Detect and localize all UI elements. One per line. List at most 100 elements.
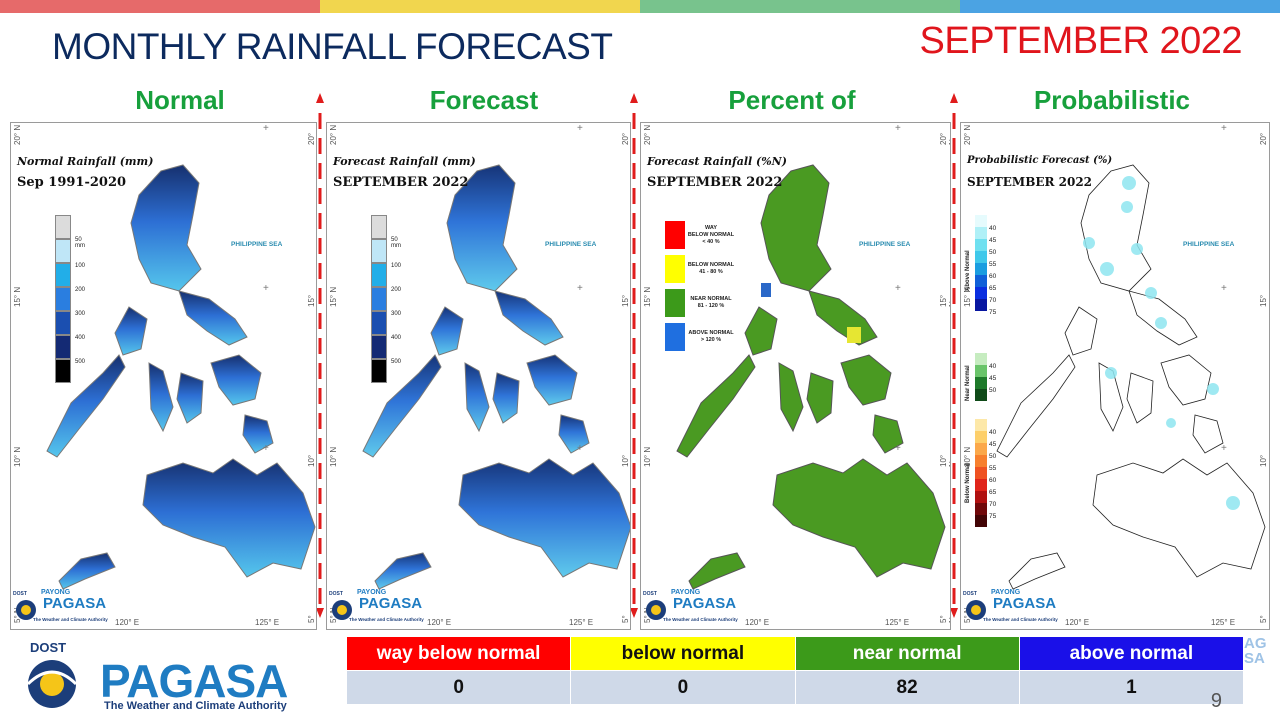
lat-label: 20° N	[329, 124, 338, 145]
above-normal-spot	[761, 283, 771, 297]
map-subtitle: SEPTEMBER 2022	[647, 175, 783, 190]
lon-label: 120° E	[1065, 618, 1090, 627]
lat-label: 15° N	[643, 286, 652, 307]
sea-label: PHILIPPINE SEA	[545, 241, 597, 248]
legend-swatch	[371, 263, 387, 287]
map-panel-probabilistic: Probabilistic Forecast (%) SEPTEMBER 202…	[960, 122, 1270, 630]
lat-label: 10° N	[13, 446, 22, 467]
legend-swatch	[55, 311, 71, 335]
map-subtitle: SEPTEMBER 2022	[967, 175, 1093, 189]
lat-label: 15° N	[307, 294, 316, 307]
page-number: 9	[1210, 690, 1222, 712]
panel-divider-3	[950, 93, 958, 618]
prob-legend-below: 40 45 50 55 60 65 70 75 Below Normal	[965, 419, 996, 527]
grid-cross-mark: +	[263, 123, 269, 134]
legend-label: 500	[75, 359, 86, 365]
lon-label: 125° E	[885, 618, 910, 627]
summary-header-below: below normal	[570, 636, 796, 671]
legend-swatch	[371, 359, 387, 383]
lat-label: 20° N	[939, 132, 950, 145]
pagasa-emblem-icon	[646, 600, 666, 620]
map-panel-normal-rainfall: Normal Rainfall (mm) Sep 1991-2020 PHILI…	[10, 122, 317, 630]
grid-cross-mark: +	[895, 283, 901, 294]
legend-swatch	[371, 239, 387, 263]
legend-label: 200	[75, 287, 86, 293]
lon-label: 125° E	[255, 618, 280, 627]
legend-label: 100	[75, 263, 86, 269]
lat-label: 20° N	[307, 132, 316, 145]
grid-cross-mark: +	[263, 283, 269, 294]
percent-normal-legend: WAY BELOW NORMAL < 40 % BELOW NORMAL 41 …	[665, 221, 737, 357]
lat-label: 15° N	[329, 286, 338, 307]
legend-label: 300	[75, 311, 86, 317]
lat-label: 5° N	[939, 615, 950, 623]
top-bar-green	[640, 0, 960, 13]
lat-label: 20° N	[621, 132, 630, 145]
grid-cross-mark: +	[577, 283, 583, 294]
pagasa-small-logo: DOST PAYONG PAGASA The Weather and Clima…	[13, 589, 108, 622]
legend-label: 200	[391, 287, 402, 293]
legend-label: 400	[391, 335, 402, 341]
legend-swatch	[371, 335, 387, 359]
legend-swatch	[55, 263, 71, 287]
philippines-map	[996, 164, 1266, 590]
top-bar-blue	[960, 0, 1280, 13]
legend-swatch	[371, 311, 387, 335]
heading-probabilistic: Probabilistic	[1033, 85, 1191, 115]
pagasa-emblem-icon	[332, 600, 352, 620]
partial-logo: AG SA	[1244, 635, 1267, 667]
pagasa-emblem-icon	[26, 660, 78, 708]
legend-swatch	[371, 287, 387, 311]
grid-cross-mark: +	[1221, 443, 1227, 454]
pagasa-small-logo: DOST PAYONG PAGASA The Weather and Clima…	[963, 589, 1058, 622]
lon-label: 125° E	[569, 618, 594, 627]
panel-divider-1	[316, 93, 324, 618]
sea-label: PHILIPPINE SEA	[231, 241, 283, 248]
summary-header-way-below: way below normal	[345, 636, 572, 671]
lat-label: 10° N	[643, 446, 652, 467]
prob-legend-above: 40 45 50 55 60 65 70 75 Above Normal	[965, 215, 996, 316]
lat-label: 20° N	[963, 124, 972, 145]
below-normal-spot	[847, 327, 861, 343]
lat-label: 20° N	[1259, 132, 1269, 145]
legend-label: 100	[391, 263, 402, 269]
legend-swatch	[55, 287, 71, 311]
map-title: Normal Rainfall (mm)	[17, 155, 154, 168]
summary-value-above: 1	[1018, 670, 1245, 705]
summary-header-above: above normal	[1018, 636, 1245, 671]
lon-label: 120° E	[745, 618, 770, 627]
summary-header-row: way below normal below normal near norma…	[345, 636, 1245, 671]
summary-header-near: near normal	[794, 636, 1020, 671]
lat-label: 15° N	[1259, 294, 1269, 307]
sea-label: PHILIPPINE SEA	[1183, 241, 1235, 248]
lat-label: 15° N	[13, 286, 22, 307]
panel-divider-2	[630, 93, 638, 618]
legend-swatch	[55, 335, 71, 359]
map-title: Forecast Rainfall (%N)	[647, 155, 787, 168]
lat-label: 20° N	[13, 124, 22, 145]
prob-legend-near: 40 45 50 Near Normal	[965, 353, 996, 401]
lat-label: 10° N	[939, 454, 950, 467]
top-bar-red	[0, 0, 320, 13]
lat-label: 10° N	[307, 454, 316, 467]
legend-row-below: BELOW NORMAL 41 - 80 %	[665, 255, 737, 283]
lat-label: 5° N	[621, 615, 630, 623]
lon-label: 120° E	[115, 618, 140, 627]
lat-label: 20° N	[643, 124, 652, 145]
legend-row-near: NEAR NORMAL 81 - 120 %	[665, 289, 737, 317]
legend-swatch	[371, 215, 387, 239]
lat-label: 5° N	[307, 615, 316, 623]
lat-label: 15° N	[621, 294, 630, 307]
top-bar-yellow	[320, 0, 640, 13]
legend-label: 50 mm	[75, 237, 85, 249]
legend-label: 400	[75, 335, 86, 341]
rainfall-legend: 50 mm 100 200 300 400 500	[371, 215, 401, 383]
legend-swatch	[55, 359, 71, 383]
pagasa-small-logo: DOST PAYONG PAGASA The Weather and Clima…	[643, 589, 738, 622]
rainfall-legend: 50 mm 100 200 300 400 500	[55, 215, 85, 383]
probability-spots	[1083, 176, 1240, 510]
lat-label: 10° N	[329, 446, 338, 467]
philippines-map	[676, 164, 946, 590]
map-subtitle: SEPTEMBER 2022	[333, 175, 469, 190]
grid-cross-mark: +	[1221, 123, 1227, 134]
